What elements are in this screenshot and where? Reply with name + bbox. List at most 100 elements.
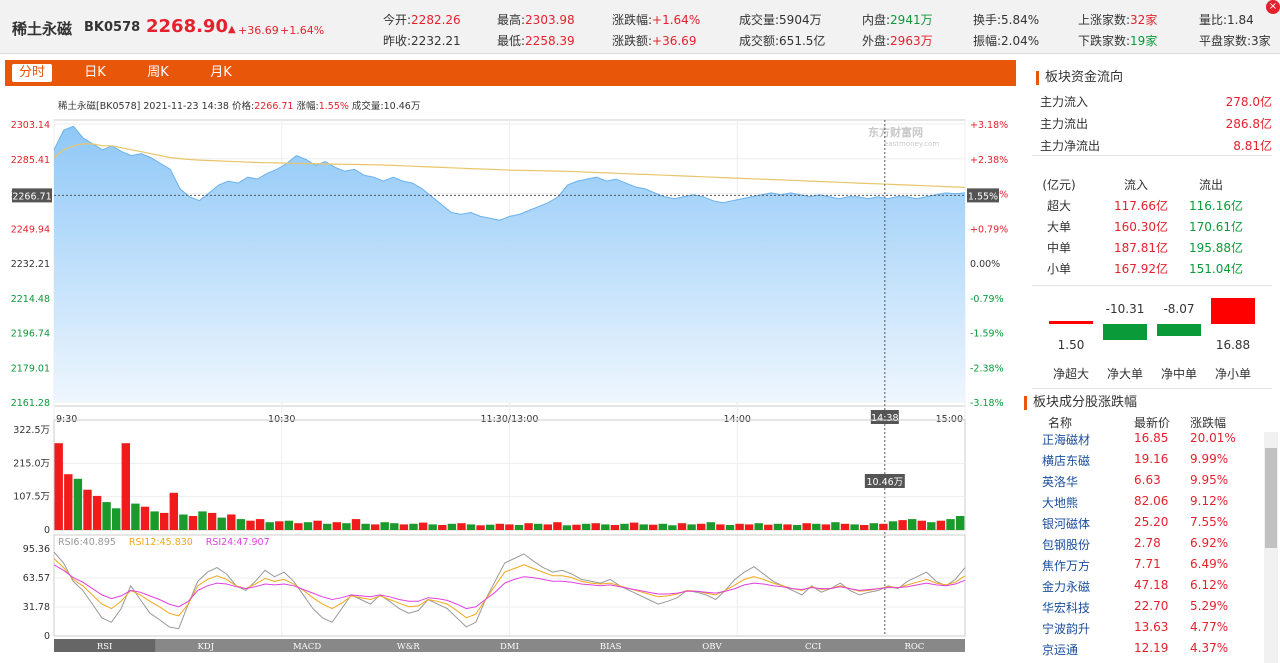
volume-bar	[629, 522, 639, 530]
quote-label: 内盘:	[862, 13, 891, 27]
volume-bar	[908, 519, 917, 530]
volume-tick-label: 322.5万	[13, 425, 50, 436]
indicator-tab-kdj[interactable]: KDJ	[198, 642, 215, 652]
rsi-line	[53, 564, 966, 610]
net-flow-label: 净超大	[1052, 367, 1089, 381]
list-item[interactable]: 华宏科技 22.70 5.29%	[1040, 599, 1262, 620]
volume-bar	[323, 523, 332, 530]
intraday-chart[interactable]: 稀土永磁[BK0578] 2021-11-23 14:38 价格:2266.71…	[0, 88, 1015, 663]
volume-bar	[457, 523, 466, 530]
svg-text:KDJ: KDJ	[198, 642, 215, 652]
stock-link[interactable]: 宁波韵升	[1042, 622, 1091, 636]
volume-bar	[112, 508, 121, 530]
volume-bar	[342, 523, 351, 530]
volume-bar	[371, 524, 380, 530]
indicator-tab-rsi[interactable]: RSI	[54, 639, 156, 652]
tab-monthly-k[interactable]: 月K	[210, 65, 232, 80]
watermark-url: eastmoney.com	[884, 140, 939, 148]
list-item[interactable]: 焦作万方 7.71 6.49%	[1040, 557, 1262, 578]
tab-weekly-k[interactable]: 周K	[147, 65, 169, 80]
quote-value: 2941万	[890, 13, 933, 27]
stock-link[interactable]: 银河磁体	[1042, 517, 1091, 531]
volume-bar	[255, 519, 265, 530]
list-item[interactable]: 金力永磁 47.18 6.12%	[1040, 578, 1262, 599]
volume-bar	[160, 512, 169, 530]
stock-price-cell: 82.06	[1134, 494, 1169, 508]
cursor-volume-tag-bg	[864, 474, 905, 488]
volume-bar	[610, 525, 620, 530]
volume-tick-label: 0	[44, 525, 50, 536]
indicator-tab-dmi[interactable]: DMI	[500, 642, 519, 652]
indicator-tab-cci[interactable]: CCI	[805, 642, 821, 652]
stock-link[interactable]: 横店东磁	[1042, 454, 1091, 468]
quote-item: 今开:2282.26	[383, 11, 461, 28]
flow-table-out: 151.04亿	[1189, 262, 1243, 276]
tab-intraday[interactable]: 分时	[12, 64, 52, 82]
list-item[interactable]: 宁波韵升 13.63 4.77%	[1040, 620, 1262, 641]
stock-link[interactable]: 焦作万方	[1042, 559, 1091, 573]
list-item[interactable]: 银河磁体 25.20 7.55%	[1040, 515, 1262, 536]
net-flow-label: 净小单	[1214, 367, 1251, 381]
scrollbar-thumb[interactable]	[1265, 448, 1277, 548]
flow-table-header: (亿元)	[1042, 178, 1076, 192]
fund-flow-row: 主力流出 286.8亿	[1040, 115, 1272, 132]
volume-bar	[581, 523, 591, 530]
stock-link[interactable]: 华宏科技	[1042, 601, 1091, 615]
svg-text:W&R: W&R	[397, 642, 420, 652]
quote-label: 成交额:	[739, 34, 780, 48]
rsi-legend-item: RSI6:40.895	[58, 537, 116, 548]
flow-table-header: 流出	[1198, 178, 1223, 192]
volume-bar	[716, 524, 725, 530]
list-item[interactable]: 包钢股份 2.78 6.92%	[1040, 536, 1262, 557]
stock-link[interactable]: 英洛华	[1042, 475, 1079, 489]
indicator-tab-bias[interactable]: BIAS	[600, 642, 622, 652]
list-item[interactable]: 京运通 12.19 4.37%	[1040, 641, 1262, 662]
stock-price-cell: 19.16	[1134, 452, 1169, 466]
volume-tick-label: 107.5万	[13, 492, 50, 503]
volume-bar	[265, 522, 274, 530]
volume-bar	[169, 492, 178, 530]
net-flow-bar	[1157, 324, 1201, 337]
stock-link[interactable]: 金力永磁	[1042, 580, 1091, 594]
quote-item: 振幅:2.04%	[973, 32, 1039, 49]
svg-text:CCI: CCI	[805, 642, 821, 652]
volume-bar	[754, 523, 763, 530]
quote-item: 换手:5.84%	[973, 11, 1039, 28]
list-item[interactable]: 英洛华 6.63 9.95%	[1040, 473, 1262, 494]
stock-link[interactable]: 包钢股份	[1042, 538, 1091, 552]
quote-label: 量比:	[1199, 13, 1228, 27]
quote-value: 2.04%	[1001, 34, 1040, 48]
list-item[interactable]: 正海磁材 16.85 20.01%	[1040, 431, 1262, 452]
close-icon[interactable]: ×	[1266, 0, 1280, 14]
volume-bar	[188, 516, 198, 530]
rsi-tick-label: 63.57	[23, 573, 50, 584]
volume-bar	[514, 525, 524, 530]
stock-price: 2268.90▲	[146, 16, 236, 37]
stock-name: 稀土永磁	[12, 20, 73, 38]
constituents-header: 名称	[1048, 416, 1073, 430]
tab-daily-k[interactable]: 日K	[84, 65, 106, 80]
constituents-header: 涨跌幅	[1190, 416, 1227, 430]
stock-pct-cell: 4.77%	[1190, 620, 1229, 634]
list-item[interactable]: 横店东磁 19.16 9.99%	[1040, 452, 1262, 473]
volume-bar	[831, 522, 840, 530]
quote-label: 涨跌幅:	[612, 13, 653, 27]
indicator-tab-wr[interactable]: W&R	[397, 642, 420, 652]
stock-link[interactable]: 正海磁材	[1042, 433, 1091, 447]
volume-bar	[466, 524, 476, 530]
indicator-tab-macd[interactable]: MACD	[293, 642, 321, 652]
volume-bar	[227, 514, 236, 530]
stock-pct-cell: 20.01%	[1190, 431, 1236, 445]
svg-text:MACD: MACD	[293, 642, 321, 652]
indicator-tab-roc[interactable]: ROC	[904, 642, 924, 652]
flow-table-in: 187.81亿	[1114, 241, 1168, 255]
net-flow-bar	[1103, 324, 1147, 340]
indicator-tab-obv[interactable]: OBV	[702, 642, 722, 652]
volume-bar	[687, 524, 696, 530]
quote-label: 外盘:	[862, 34, 891, 48]
volume-bar	[802, 523, 811, 530]
quote-value: 3家	[1251, 34, 1271, 48]
stock-link[interactable]: 大地熊	[1042, 496, 1079, 510]
stock-link[interactable]: 京运通	[1042, 643, 1079, 657]
list-item[interactable]: 大地熊 82.06 9.12%	[1040, 494, 1262, 515]
